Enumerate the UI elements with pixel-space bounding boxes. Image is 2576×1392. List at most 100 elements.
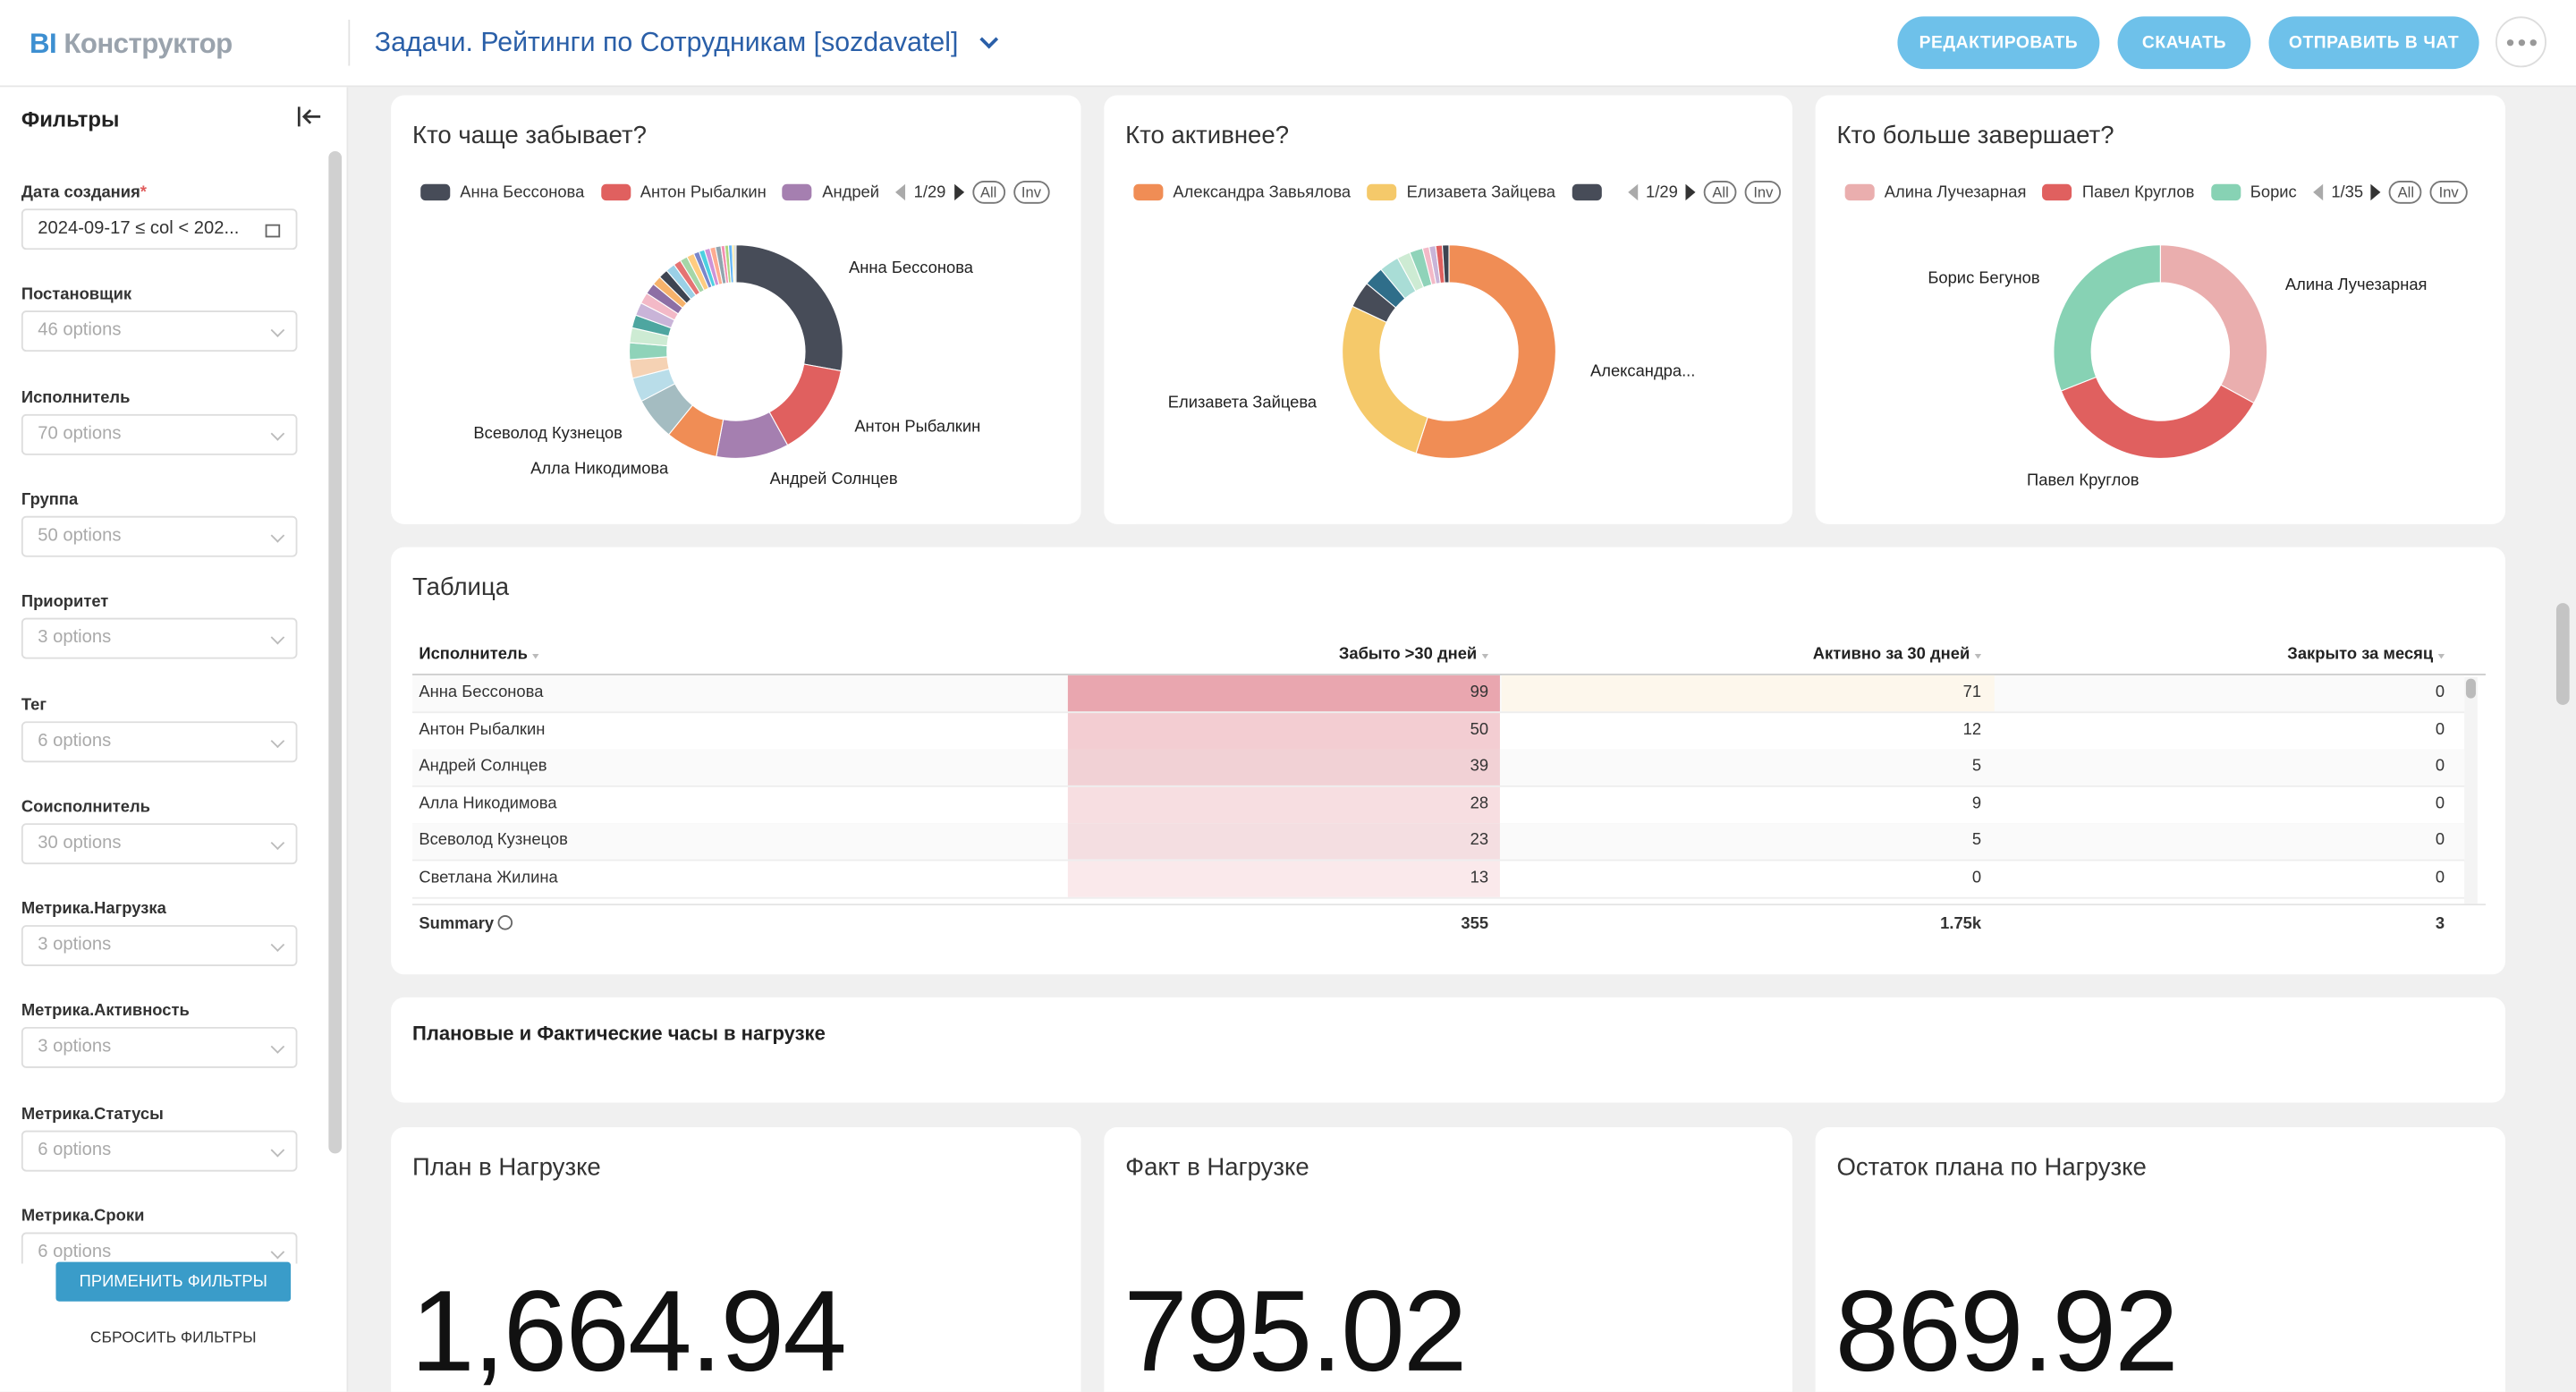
legend-button[interactable]: All [2389, 181, 2423, 204]
table-cell: 0 [2435, 868, 2445, 887]
filter-input[interactable]: 50 options [21, 515, 298, 557]
logo-text: Конструктор [64, 28, 233, 60]
header: BI Конструктор Задачи. Рейтинги по Сотру… [0, 0, 2576, 88]
table-cell: 23 [1470, 831, 1489, 850]
sidebar-scrollbar[interactable] [328, 150, 343, 1154]
slice-label: Борис Бегунов [1928, 267, 2039, 286]
pager-prev[interactable] [1627, 183, 1638, 201]
column-header[interactable]: Исполнитель [419, 646, 539, 664]
pager-next[interactable] [953, 183, 964, 201]
filter-label: Метрика.Активность [21, 1003, 190, 1021]
sidebar-title: Фильтры [21, 106, 120, 132]
filter-input[interactable]: 70 options [21, 413, 298, 455]
kpi-title: Остаток плана по Нагрузке [1836, 1153, 2147, 1182]
row-bg [412, 749, 2465, 785]
filter-label-text: Соисполнитель [21, 798, 150, 817]
legend-button[interactable]: Inv [2430, 181, 2467, 204]
pie-slice [1415, 244, 1556, 459]
header-rule [412, 674, 2486, 675]
filter-label: Группа [21, 491, 78, 509]
legend: Александра Завьялова Елизавета Зайцева 1/2… [1133, 181, 1782, 204]
filter-input[interactable]: 6 options [21, 1232, 298, 1264]
filter-label: Метрика.Сроки [21, 1208, 144, 1226]
legend-label: Борис [2250, 182, 2297, 202]
pie-slice [1342, 305, 1428, 454]
legend-item[interactable]: Алина Лучезарная [1844, 183, 2026, 201]
filter-value: 6 options [38, 1140, 112, 1160]
legend-item[interactable]: Андрей [783, 183, 879, 201]
filter-value: 3 options [38, 1037, 112, 1057]
legend-item[interactable]: Павел Круглов [2042, 183, 2194, 201]
legend-button[interactable]: Inv [1013, 181, 1050, 204]
dropdown-chevron [270, 938, 285, 953]
pager-prev[interactable] [2313, 183, 2324, 201]
dropdown-chevron [270, 1142, 285, 1157]
legend-button[interactable]: All [1704, 181, 1737, 204]
slice-label: Павел Круглов [2027, 471, 2139, 489]
legend-item[interactable]: Александра Завьялова [1133, 183, 1351, 201]
reset-filters-button[interactable]: СБРОСИТЬ ФИЛЬТРЫ [89, 1328, 257, 1348]
page-scrollbar[interactable] [2555, 603, 2570, 705]
table-scrollbar[interactable] [2465, 678, 2476, 699]
send-button[interactable]: ОТПРАВИТЬ В ЧАТ [2268, 16, 2479, 70]
filter-label: Тег [21, 696, 47, 714]
column-header[interactable]: Активно за 30 дней [1813, 646, 1982, 664]
sort-icon [2437, 654, 2445, 659]
heat-cell [1067, 785, 1500, 823]
apply-filters-button[interactable]: ПРИМЕНИТЬ ФИЛЬТРЫ [55, 1261, 292, 1302]
filter-input[interactable]: 2024-09-17 ≤ col < 202... [21, 208, 298, 250]
pager-prev[interactable] [895, 183, 906, 201]
info-icon[interactable] [496, 915, 513, 930]
legend-item[interactable] [1572, 183, 1611, 201]
pager-text: 1/29 [913, 182, 946, 202]
edit-button[interactable]: РЕДАКТИРОВАТЬ [1897, 16, 2100, 70]
filter-input[interactable]: 6 options [21, 1130, 298, 1172]
pager-text: 1/29 [1646, 182, 1678, 202]
filter-label: Метрика.Нагрузка [21, 901, 166, 919]
legend-item[interactable]: Антон Рыбалкин [600, 183, 767, 201]
collapse-icon[interactable] [296, 106, 322, 129]
legend-button[interactable]: Inv [1745, 181, 1782, 204]
kpi-card: Факт в Нагрузке 795.02 [1104, 1127, 1792, 1392]
table-title: Таблица [412, 573, 510, 602]
pie-card: Кто чаще забывает? Анна Бессонова Антон Ры… [391, 95, 1081, 524]
dropdown-chevron [270, 426, 285, 440]
legend-item[interactable]: Анна Бессонова [420, 183, 584, 201]
filter-input[interactable]: 30 options [21, 822, 298, 864]
filter-label: Соисполнитель [21, 798, 150, 816]
pager-next[interactable] [1685, 183, 1696, 201]
icon [265, 224, 281, 238]
filter-input[interactable]: 3 options [21, 1027, 298, 1069]
more-button[interactable] [2496, 16, 2546, 68]
pager-next[interactable] [2371, 183, 2382, 201]
filter-input[interactable]: 3 options [21, 617, 298, 659]
legend-item[interactable]: Елизавета Зайцева [1367, 183, 1555, 201]
legend-button[interactable]: All [971, 181, 1005, 204]
download-button[interactable]: СКАЧАТЬ [2117, 16, 2251, 70]
filter-label: Дата создания* [21, 184, 147, 202]
filter-input[interactable]: 3 options [21, 925, 298, 967]
slice-label: Антон Рыбалкин [854, 417, 980, 436]
filter-label-text: Тег [21, 695, 47, 715]
chart-title: Кто чаще забывает? [412, 121, 647, 150]
column-header[interactable]: Забыто >30 дней [1339, 646, 1489, 664]
dashboard-title: Задачи. Рейтинги по Сотрудникам [sozdava… [374, 28, 959, 58]
kpi-title: План в Нагрузке [412, 1153, 601, 1182]
filter-input[interactable]: 46 options [21, 310, 298, 352]
table-cell: 39 [1470, 757, 1489, 776]
logo[interactable]: BI Конструктор [30, 28, 233, 61]
heat-cell [1067, 860, 1500, 896]
title-dropdown[interactable] [979, 30, 999, 49]
filter-label-text: Исполнитель [21, 388, 131, 407]
heat-cell [1067, 823, 1500, 860]
row-bg [412, 823, 2465, 860]
filter-input[interactable]: 6 options [21, 720, 298, 762]
summary-cell: 1.75k [1940, 915, 1982, 934]
highlight-cell [1501, 675, 1995, 712]
summary-cell: 3 [2435, 915, 2445, 934]
pie-slice [1441, 244, 1450, 284]
legend-item[interactable]: Борис [2210, 182, 2297, 202]
pie-slice [733, 244, 737, 284]
column-header[interactable]: Закрыто за месяц [2287, 646, 2445, 664]
